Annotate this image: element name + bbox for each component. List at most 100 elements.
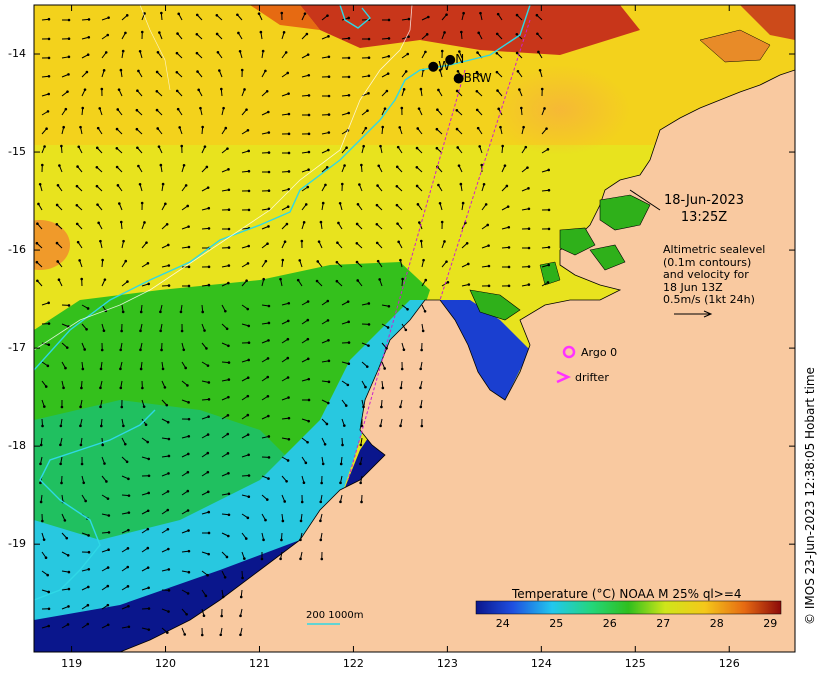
velocity-arrow-head: [126, 547, 130, 550]
velocity-arrow-head: [121, 310, 125, 314]
velocity-arrow-head: [456, 146, 460, 149]
velocity-arrow-head: [306, 185, 310, 189]
velocity-arrow-head: [404, 328, 408, 332]
velocity-arrow-head: [224, 309, 227, 313]
velocity-arrow-head: [136, 89, 139, 93]
velocity-arrow-head: [167, 472, 170, 475]
velocity-arrow-head: [126, 280, 129, 283]
velocity-arrow-head: [381, 125, 385, 129]
velocity-arrow-head: [527, 187, 530, 190]
velocity-arrow-head: [325, 166, 329, 169]
velocity-arrow-head: [227, 534, 230, 538]
velocity-arrow-head: [327, 75, 331, 79]
velocity-arrow-head: [122, 424, 125, 428]
velocity-arrow-head: [86, 603, 90, 607]
velocity-arrow-head: [55, 203, 59, 207]
velocity-arrow-head: [503, 164, 507, 167]
colorbar: [475, 600, 782, 615]
velocity-arrow-head: [147, 457, 151, 461]
velocity-arrow-head: [284, 51, 288, 54]
station-label: BRW: [463, 70, 492, 85]
info-line: Altimetric sealevel: [663, 243, 766, 256]
velocity-arrow-head: [67, 605, 70, 608]
velocity-arrow-head: [546, 148, 550, 151]
velocity-arrow-head: [155, 108, 159, 112]
velocity-arrow-head: [62, 386, 65, 390]
velocity-arrow-head: [415, 184, 419, 188]
velocity-arrow-head: [197, 88, 200, 92]
velocity-arrow-head: [267, 151, 271, 154]
lat-tick-label: -14: [8, 47, 26, 60]
drifter-marker: [556, 370, 572, 384]
velocity-arrow-head: [438, 68, 442, 72]
velocity-arrow-head: [182, 348, 186, 352]
velocity-arrow-head: [47, 56, 51, 60]
velocity-arrow-head: [138, 182, 142, 186]
velocity-arrow-head: [321, 201, 325, 205]
velocity-arrow-head: [65, 346, 69, 349]
velocity-arrow-head: [227, 378, 231, 381]
velocity-arrow-head: [347, 75, 351, 79]
velocity-arrow-head: [76, 165, 79, 168]
sst-cool-coastal: [34, 300, 425, 640]
velocity-arrow-head: [106, 33, 110, 37]
velocity-arrow-head: [205, 165, 209, 169]
velocity-arrow-head: [227, 208, 231, 212]
velocity-arrow-head: [547, 188, 551, 192]
velocity-arrow-head: [440, 49, 444, 53]
velocity-arrow-head: [139, 348, 142, 352]
velocity-arrow-head: [379, 424, 382, 428]
velocity-arrow-head: [176, 107, 180, 111]
velocity-arrow-head: [167, 568, 171, 571]
velocity-arrow-head: [307, 419, 310, 423]
velocity-arrow-head: [47, 607, 51, 611]
velocity-arrow-head: [100, 87, 104, 91]
velocity-arrow-head: [156, 50, 160, 54]
velocity-arrow-head: [327, 35, 330, 38]
velocity-arrow-head: [427, 15, 430, 19]
date-pointer-line: [629, 189, 661, 211]
velocity-arrow-head: [186, 470, 190, 474]
velocity-arrow-head: [307, 132, 311, 136]
velocity-arrow-head: [98, 107, 102, 110]
velocity-arrow-head: [246, 262, 250, 265]
velocity-arrow-head: [287, 437, 291, 441]
credit-text: © IMOS 23-Jun-2023 12:38:05 Hobart time: [803, 367, 817, 625]
velocity-arrow-head: [305, 32, 309, 36]
velocity-arrow-head: [365, 365, 369, 368]
velocity-arrow-head: [317, 240, 321, 243]
velocity-arrow-head: [547, 227, 551, 231]
velocity-arrow-head: [126, 565, 130, 569]
velocity-arrow-head: [186, 384, 189, 387]
velocity-arrow-head: [87, 35, 91, 39]
velocity-arrow-head: [147, 282, 150, 286]
velocity-arrow-head: [207, 265, 211, 269]
velocity-arrow-head: [327, 401, 330, 405]
velocity-arrow-head: [87, 534, 90, 537]
velocity-arrow-head: [281, 258, 285, 262]
station-label: N: [455, 51, 465, 66]
velocity-arrow-head: [201, 125, 204, 129]
velocity-arrow-head: [247, 208, 251, 212]
velocity-arrow-head: [438, 201, 442, 205]
velocity-arrow-head: [304, 203, 308, 206]
colorbar-tick-label: 29: [763, 617, 778, 630]
velocity-arrow-head: [459, 182, 463, 186]
velocity-arrow-head: [205, 347, 208, 350]
velocity-arrow-head: [376, 184, 379, 187]
velocity-arrow-head: [177, 12, 181, 16]
velocity-arrow-head: [62, 125, 65, 129]
velocity-arrow-head: [367, 344, 370, 347]
velocity-arrow-head: [167, 284, 171, 287]
velocity-arrow-head: [227, 361, 231, 364]
velocity-arrow-head: [286, 205, 290, 209]
lon-tick-label: 124: [530, 657, 552, 670]
velocity-arrow-head: [247, 453, 250, 457]
velocity-arrow-head: [547, 168, 550, 172]
velocity-arrow-head: [335, 260, 339, 264]
velocity-arrow-head: [36, 222, 39, 226]
velocity-arrow-head: [86, 53, 90, 56]
velocity-arrow-head: [307, 398, 311, 402]
velocity-arrow-head: [56, 183, 60, 187]
velocity-arrow-head: [39, 462, 42, 466]
